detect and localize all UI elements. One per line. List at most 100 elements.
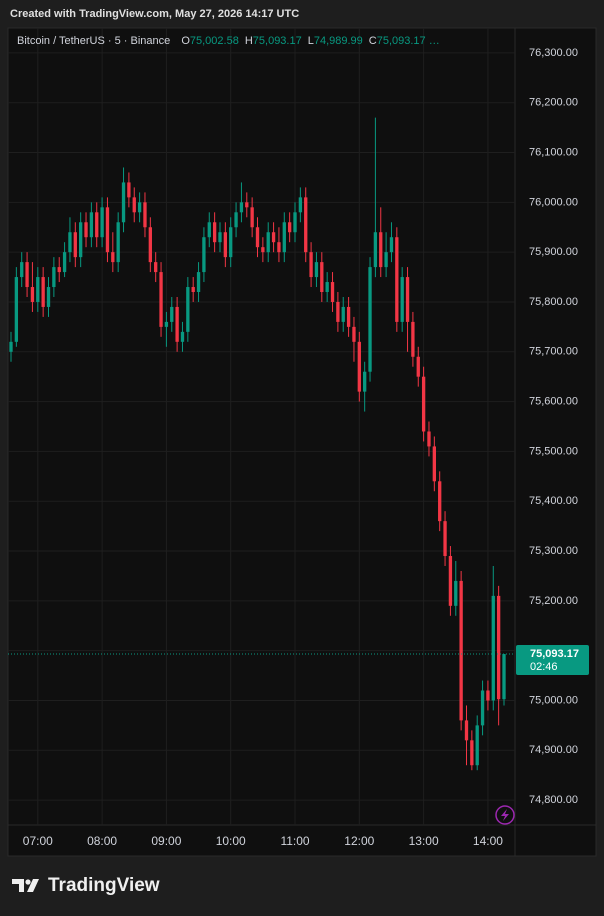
candle-body xyxy=(41,277,45,307)
candle-body xyxy=(325,282,329,293)
candle-body xyxy=(191,287,195,293)
candle-body xyxy=(170,306,174,322)
candle-body xyxy=(261,247,265,253)
candle-body xyxy=(105,207,110,253)
legend: Bitcoin / TetherUS · 5 · Binance O75,002… xyxy=(17,35,440,47)
candle-body xyxy=(459,580,463,721)
candle-body xyxy=(502,654,506,700)
x-tick-label: 09:00 xyxy=(151,834,181,848)
candle-body xyxy=(30,287,35,302)
candle-body xyxy=(229,227,233,258)
y-tick-label: 75,600.00 xyxy=(529,396,578,408)
legend-key: H xyxy=(245,35,253,47)
plot xyxy=(8,28,515,825)
candle-body xyxy=(186,287,190,332)
candle-body xyxy=(25,262,29,288)
candle-body xyxy=(164,321,169,327)
candle-body xyxy=(411,321,415,357)
candle-body xyxy=(57,267,61,273)
x-tick-label: 14:00 xyxy=(473,834,503,848)
legend-value: 75,093.17 xyxy=(253,35,302,47)
y-tick-label: 76,000.00 xyxy=(529,196,578,208)
candle-body xyxy=(400,277,404,322)
y-tick-label: 76,300.00 xyxy=(529,47,578,59)
candle-body xyxy=(223,232,228,258)
candle-body xyxy=(196,272,201,293)
candle-body xyxy=(357,341,361,392)
candle-body xyxy=(68,232,72,253)
y-tick-label: 75,900.00 xyxy=(529,246,578,258)
legend-value: 75,093.17 … xyxy=(377,35,440,47)
candle-body xyxy=(432,446,436,482)
candle-body xyxy=(475,725,479,766)
brand-logo xyxy=(12,879,39,892)
candle-body xyxy=(373,232,378,268)
candle-body xyxy=(282,222,286,253)
legend-key: L xyxy=(308,35,314,47)
candle-body xyxy=(154,262,158,273)
candle-body xyxy=(73,232,77,258)
legend-value: 74,989.99 xyxy=(314,35,363,47)
candle-body xyxy=(405,277,410,322)
candle-body xyxy=(9,341,13,352)
candle-body xyxy=(14,277,19,342)
candle-body xyxy=(180,331,185,342)
chart-panel xyxy=(7,27,597,857)
candle-body xyxy=(250,207,254,228)
candle-body xyxy=(137,202,142,213)
x-tick-label: 13:00 xyxy=(409,834,439,848)
candle-body xyxy=(421,376,426,432)
candle-body xyxy=(298,197,303,213)
y-tick-label: 75,300.00 xyxy=(529,545,578,557)
brand-name: TradingView xyxy=(48,875,160,896)
created-caption: Created with TradingView.com, May 27, 20… xyxy=(10,8,299,20)
candle-body xyxy=(175,306,179,342)
candle-body xyxy=(239,202,244,213)
x-tick-label: 07:00 xyxy=(23,834,53,848)
candle-body xyxy=(143,202,147,228)
x-tick-label: 11:00 xyxy=(280,834,309,848)
x-tick-label: 12:00 xyxy=(344,834,374,848)
candle-body xyxy=(309,252,313,278)
candle-body xyxy=(100,207,104,238)
legend-key: O xyxy=(181,35,190,47)
candle-body xyxy=(95,212,99,238)
candle-body xyxy=(277,242,281,253)
y-tick-label: 75,000.00 xyxy=(529,694,578,706)
candle-body xyxy=(234,212,238,228)
x-tick-label: 10:00 xyxy=(216,834,246,848)
candle-body xyxy=(336,301,340,322)
candle-body xyxy=(346,306,351,327)
candle-body xyxy=(454,580,458,606)
candle-body xyxy=(352,326,356,342)
candle-body xyxy=(245,202,249,208)
candle-body xyxy=(202,237,206,273)
y-tick-label: 76,200.00 xyxy=(529,97,578,109)
lightning-icon xyxy=(495,805,515,825)
y-tick-label: 75,500.00 xyxy=(529,445,578,457)
y-tick-label: 74,900.00 xyxy=(529,744,578,756)
candle-body xyxy=(480,690,485,726)
candle-body xyxy=(379,232,383,268)
candle-body xyxy=(89,212,94,238)
x-tick-label: 08:00 xyxy=(87,834,117,848)
candle-body xyxy=(384,252,388,268)
last-price-tag xyxy=(516,645,589,676)
y-tick-label: 75,400.00 xyxy=(529,495,578,507)
candle-body xyxy=(438,481,442,522)
legend-key: C xyxy=(369,35,377,47)
candle-body xyxy=(341,306,345,322)
candle-body xyxy=(368,267,372,372)
candle-body xyxy=(304,197,308,253)
candle-body xyxy=(111,252,115,263)
candle-body xyxy=(121,182,126,223)
candle-body xyxy=(46,287,51,307)
candle-body xyxy=(389,237,394,253)
candle-body xyxy=(62,252,67,273)
y-tick-label: 75,200.00 xyxy=(529,595,578,607)
y-tick-label: 74,800.00 xyxy=(529,794,578,806)
candle-body xyxy=(52,267,56,288)
candle-body xyxy=(427,431,431,447)
